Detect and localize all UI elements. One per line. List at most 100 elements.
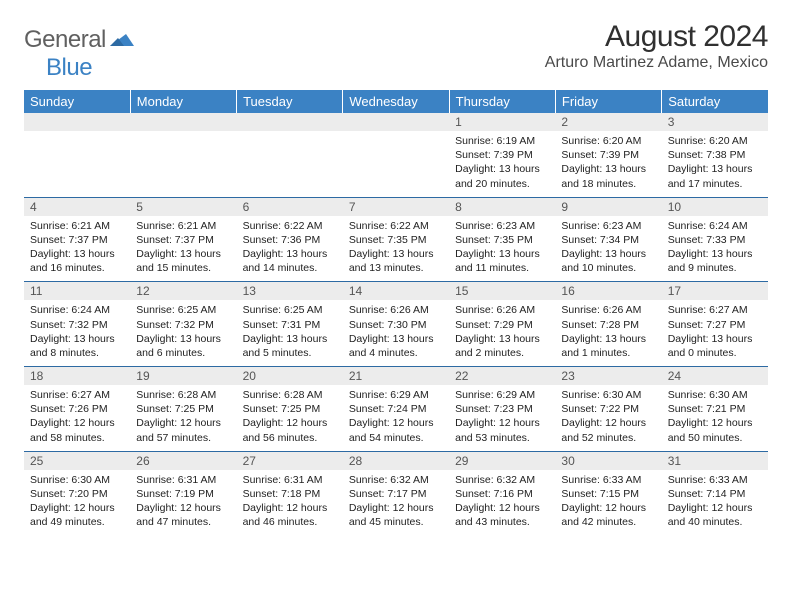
calendar-day-cell — [130, 113, 236, 197]
calendar-day-cell: 16Sunrise: 6:26 AMSunset: 7:28 PMDayligh… — [555, 282, 661, 367]
calendar-day-cell: 24Sunrise: 6:30 AMSunset: 7:21 PMDayligh… — [662, 367, 768, 452]
day-number: 20 — [237, 367, 343, 385]
calendar-page: General August 2024 Arturo Martinez Adam… — [0, 0, 792, 555]
day-data: Sunrise: 6:28 AMSunset: 7:25 PMDaylight:… — [237, 385, 343, 451]
calendar-day-cell: 31Sunrise: 6:33 AMSunset: 7:14 PMDayligh… — [662, 451, 768, 535]
day-number: 8 — [449, 198, 555, 216]
day-number: 18 — [24, 367, 130, 385]
day-data: Sunrise: 6:20 AMSunset: 7:38 PMDaylight:… — [662, 131, 768, 197]
logo-triangle-icon — [110, 30, 134, 51]
calendar-day-cell: 10Sunrise: 6:24 AMSunset: 7:33 PMDayligh… — [662, 197, 768, 282]
day-number: 9 — [555, 198, 661, 216]
day-data: Sunrise: 6:32 AMSunset: 7:17 PMDaylight:… — [343, 470, 449, 536]
day-number — [130, 113, 236, 131]
calendar-day-cell: 1Sunrise: 6:19 AMSunset: 7:39 PMDaylight… — [449, 113, 555, 197]
calendar-day-cell: 18Sunrise: 6:27 AMSunset: 7:26 PMDayligh… — [24, 367, 130, 452]
day-data: Sunrise: 6:33 AMSunset: 7:15 PMDaylight:… — [555, 470, 661, 536]
day-data — [130, 131, 236, 193]
day-data: Sunrise: 6:22 AMSunset: 7:36 PMDaylight:… — [237, 216, 343, 282]
calendar-week-row: 11Sunrise: 6:24 AMSunset: 7:32 PMDayligh… — [24, 282, 768, 367]
day-data — [237, 131, 343, 193]
day-number: 10 — [662, 198, 768, 216]
day-data: Sunrise: 6:21 AMSunset: 7:37 PMDaylight:… — [24, 216, 130, 282]
day-data: Sunrise: 6:33 AMSunset: 7:14 PMDaylight:… — [662, 470, 768, 536]
calendar-day-cell: 5Sunrise: 6:21 AMSunset: 7:37 PMDaylight… — [130, 197, 236, 282]
day-data: Sunrise: 6:19 AMSunset: 7:39 PMDaylight:… — [449, 131, 555, 197]
day-data: Sunrise: 6:21 AMSunset: 7:37 PMDaylight:… — [130, 216, 236, 282]
day-data: Sunrise: 6:29 AMSunset: 7:24 PMDaylight:… — [343, 385, 449, 451]
dayname-header: Wednesday — [343, 90, 449, 113]
day-data: Sunrise: 6:20 AMSunset: 7:39 PMDaylight:… — [555, 131, 661, 197]
day-number: 21 — [343, 367, 449, 385]
dayname-header: Monday — [130, 90, 236, 113]
calendar-week-row: 18Sunrise: 6:27 AMSunset: 7:26 PMDayligh… — [24, 367, 768, 452]
logo-text-general: General — [24, 26, 106, 54]
calendar-day-cell: 20Sunrise: 6:28 AMSunset: 7:25 PMDayligh… — [237, 367, 343, 452]
calendar-header: SundayMondayTuesdayWednesdayThursdayFrid… — [24, 90, 768, 113]
day-data: Sunrise: 6:30 AMSunset: 7:22 PMDaylight:… — [555, 385, 661, 451]
day-number: 2 — [555, 113, 661, 131]
day-number: 29 — [449, 452, 555, 470]
calendar-day-cell: 30Sunrise: 6:33 AMSunset: 7:15 PMDayligh… — [555, 451, 661, 535]
day-number: 27 — [237, 452, 343, 470]
calendar-day-cell: 25Sunrise: 6:30 AMSunset: 7:20 PMDayligh… — [24, 451, 130, 535]
day-data: Sunrise: 6:31 AMSunset: 7:18 PMDaylight:… — [237, 470, 343, 536]
calendar-day-cell: 3Sunrise: 6:20 AMSunset: 7:38 PMDaylight… — [662, 113, 768, 197]
calendar-day-cell: 29Sunrise: 6:32 AMSunset: 7:16 PMDayligh… — [449, 451, 555, 535]
calendar-day-cell: 19Sunrise: 6:28 AMSunset: 7:25 PMDayligh… — [130, 367, 236, 452]
calendar-day-cell: 6Sunrise: 6:22 AMSunset: 7:36 PMDaylight… — [237, 197, 343, 282]
day-data — [24, 131, 130, 193]
day-number: 16 — [555, 282, 661, 300]
calendar-week-row: 25Sunrise: 6:30 AMSunset: 7:20 PMDayligh… — [24, 451, 768, 535]
day-number: 6 — [237, 198, 343, 216]
calendar-day-cell: 27Sunrise: 6:31 AMSunset: 7:18 PMDayligh… — [237, 451, 343, 535]
day-number: 17 — [662, 282, 768, 300]
day-number: 30 — [555, 452, 661, 470]
calendar-day-cell — [24, 113, 130, 197]
day-number: 14 — [343, 282, 449, 300]
day-number: 15 — [449, 282, 555, 300]
day-number: 5 — [130, 198, 236, 216]
day-number: 23 — [555, 367, 661, 385]
day-data: Sunrise: 6:25 AMSunset: 7:31 PMDaylight:… — [237, 300, 343, 366]
calendar-day-cell: 11Sunrise: 6:24 AMSunset: 7:32 PMDayligh… — [24, 282, 130, 367]
day-data: Sunrise: 6:25 AMSunset: 7:32 PMDaylight:… — [130, 300, 236, 366]
day-number: 26 — [130, 452, 236, 470]
day-data: Sunrise: 6:24 AMSunset: 7:33 PMDaylight:… — [662, 216, 768, 282]
day-data: Sunrise: 6:32 AMSunset: 7:16 PMDaylight:… — [449, 470, 555, 536]
day-number: 19 — [130, 367, 236, 385]
day-data: Sunrise: 6:23 AMSunset: 7:34 PMDaylight:… — [555, 216, 661, 282]
day-data: Sunrise: 6:27 AMSunset: 7:26 PMDaylight:… — [24, 385, 130, 451]
day-number: 1 — [449, 113, 555, 131]
day-data: Sunrise: 6:30 AMSunset: 7:20 PMDaylight:… — [24, 470, 130, 536]
day-data: Sunrise: 6:26 AMSunset: 7:30 PMDaylight:… — [343, 300, 449, 366]
calendar-day-cell: 8Sunrise: 6:23 AMSunset: 7:35 PMDaylight… — [449, 197, 555, 282]
day-number: 22 — [449, 367, 555, 385]
dayname-header: Saturday — [662, 90, 768, 113]
day-data: Sunrise: 6:22 AMSunset: 7:35 PMDaylight:… — [343, 216, 449, 282]
calendar-day-cell — [237, 113, 343, 197]
dayname-header: Friday — [555, 90, 661, 113]
day-data: Sunrise: 6:27 AMSunset: 7:27 PMDaylight:… — [662, 300, 768, 366]
calendar-table: SundayMondayTuesdayWednesdayThursdayFrid… — [24, 90, 768, 535]
calendar-day-cell: 17Sunrise: 6:27 AMSunset: 7:27 PMDayligh… — [662, 282, 768, 367]
day-number — [24, 113, 130, 131]
calendar-body: 1Sunrise: 6:19 AMSunset: 7:39 PMDaylight… — [24, 113, 768, 535]
day-number: 11 — [24, 282, 130, 300]
calendar-day-cell: 23Sunrise: 6:30 AMSunset: 7:22 PMDayligh… — [555, 367, 661, 452]
day-number — [343, 113, 449, 131]
day-number: 28 — [343, 452, 449, 470]
day-number: 12 — [130, 282, 236, 300]
calendar-day-cell: 14Sunrise: 6:26 AMSunset: 7:30 PMDayligh… — [343, 282, 449, 367]
day-data: Sunrise: 6:31 AMSunset: 7:19 PMDaylight:… — [130, 470, 236, 536]
day-number: 31 — [662, 452, 768, 470]
day-data — [343, 131, 449, 193]
calendar-day-cell: 2Sunrise: 6:20 AMSunset: 7:39 PMDaylight… — [555, 113, 661, 197]
day-data: Sunrise: 6:26 AMSunset: 7:29 PMDaylight:… — [449, 300, 555, 366]
day-number: 7 — [343, 198, 449, 216]
day-data: Sunrise: 6:30 AMSunset: 7:21 PMDaylight:… — [662, 385, 768, 451]
day-data: Sunrise: 6:29 AMSunset: 7:23 PMDaylight:… — [449, 385, 555, 451]
logo: General — [24, 26, 136, 54]
day-number: 3 — [662, 113, 768, 131]
day-data: Sunrise: 6:24 AMSunset: 7:32 PMDaylight:… — [24, 300, 130, 366]
